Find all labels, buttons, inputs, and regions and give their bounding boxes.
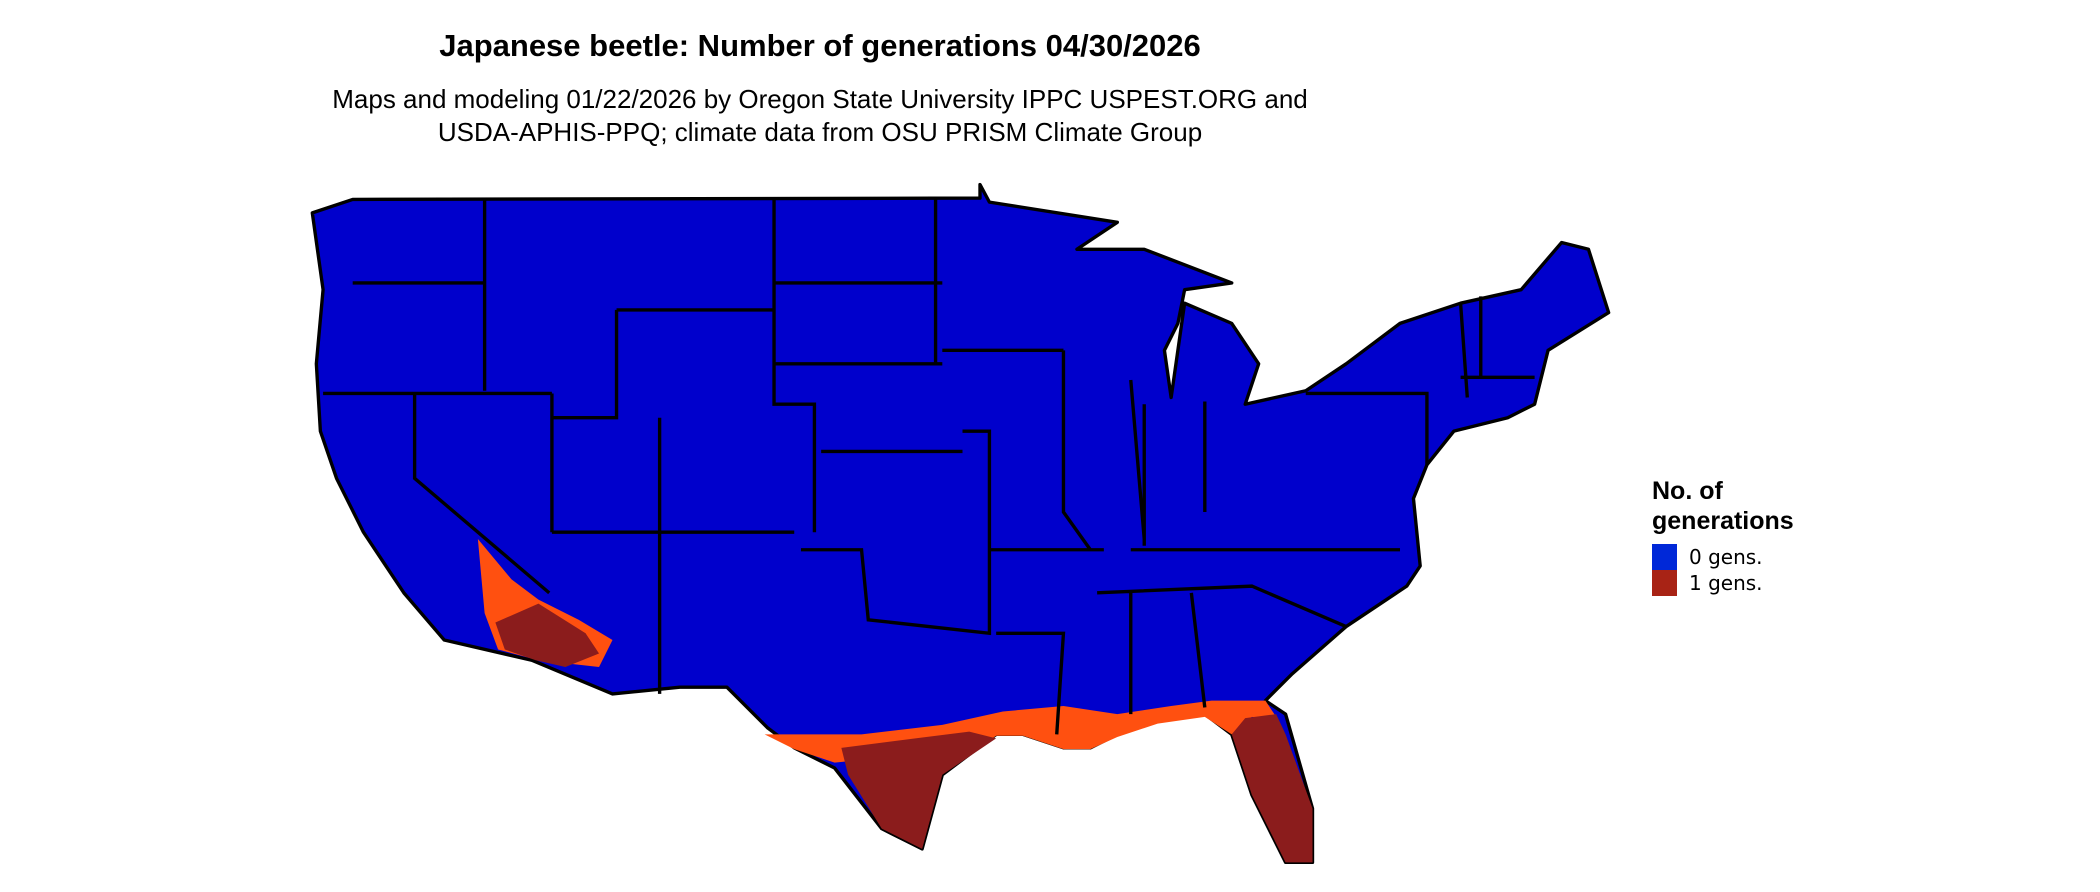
desert-one-gen-region: [495, 603, 600, 667]
legend-label: 0 gens.: [1689, 545, 1763, 569]
legend-swatch-red: [1652, 570, 1677, 596]
legend-label: 1 gens.: [1689, 571, 1763, 595]
legend-item-0-gens: 0 gens.: [1652, 544, 1794, 570]
legend-title-line1: No. of: [1652, 477, 1723, 505]
legend-swatch-blue: [1652, 544, 1677, 570]
florida-one-gen-region: [1231, 714, 1313, 863]
legend-item-1-gens: 1 gens.: [1652, 570, 1794, 596]
map-title: Japanese beetle: Number of generations 0…: [439, 28, 1201, 63]
state-borders: [323, 199, 1535, 735]
legend: No. of generations 0 gens. 1 gens.: [1652, 476, 1794, 596]
texas-one-gen-region: [841, 731, 997, 849]
legend-title-line2: generations: [1652, 507, 1794, 535]
map-subtitle-line1: Maps and modeling 01/22/2026 by Oregon S…: [332, 84, 1308, 114]
map-subtitle-line2: USDA-APHIS-PPQ; climate data from OSU PR…: [437, 117, 1203, 147]
